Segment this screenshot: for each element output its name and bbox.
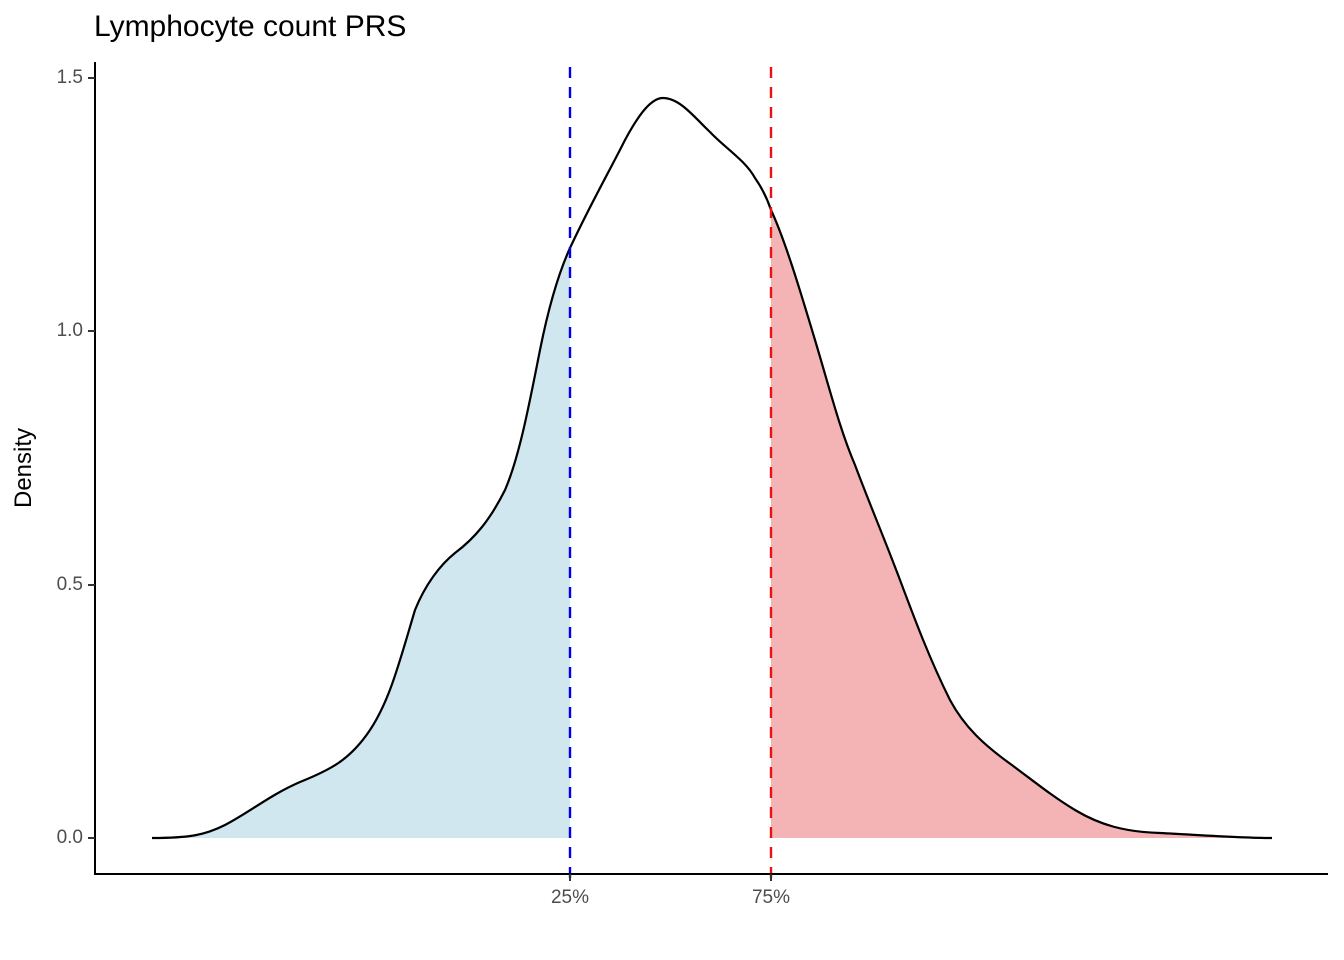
y-tick-label: 0.5 <box>56 574 83 595</box>
y-tick-label: 1.0 <box>56 320 83 341</box>
density-curve <box>151 96 1273 840</box>
y-axis-label: Density <box>10 427 37 509</box>
y-tick-label: 1.5 <box>56 67 83 88</box>
x-tick-label-25: 25% <box>550 887 590 908</box>
y-tick-label: 0.0 <box>56 827 83 848</box>
x-tick-label-75: 75% <box>751 887 791 908</box>
chart-title: Lymphocyte count PRS <box>94 10 407 43</box>
bottom-quartile-fill <box>152 248 570 838</box>
top-quartile-fill <box>771 210 1272 838</box>
